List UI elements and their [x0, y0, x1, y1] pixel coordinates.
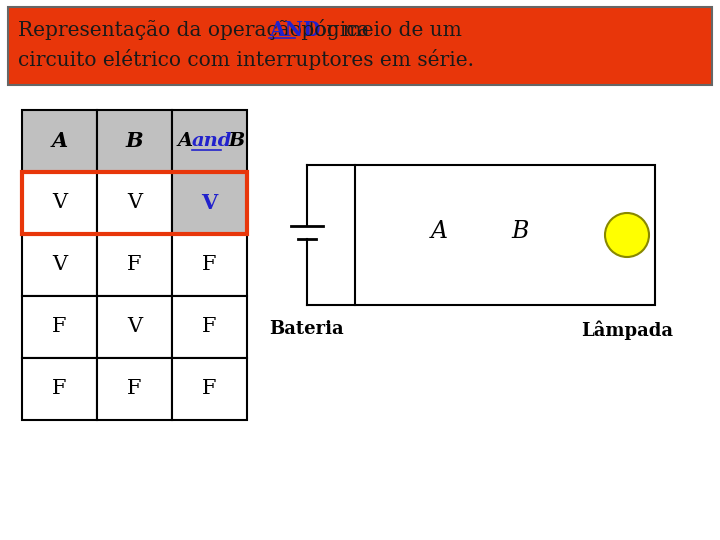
Text: V: V — [52, 193, 67, 213]
Text: F: F — [202, 380, 217, 399]
Bar — [172, 358, 247, 420]
Text: Bateria: Bateria — [270, 320, 344, 338]
Bar — [22, 296, 97, 358]
Text: A: A — [178, 132, 200, 150]
Bar — [355, 165, 655, 305]
Bar — [172, 172, 247, 234]
Bar — [172, 110, 247, 172]
Text: F: F — [202, 318, 217, 336]
Bar — [22, 234, 97, 296]
Text: V: V — [127, 318, 142, 336]
Bar — [97, 234, 172, 296]
Bar — [97, 358, 172, 420]
Bar — [97, 296, 172, 358]
Text: F: F — [127, 255, 142, 274]
Bar — [172, 234, 247, 296]
Bar — [22, 172, 97, 234]
Bar — [8, 7, 712, 85]
Text: B: B — [222, 132, 246, 150]
Bar — [22, 358, 97, 420]
Bar — [22, 172, 247, 234]
Text: F: F — [53, 380, 67, 399]
Bar — [172, 296, 247, 358]
Text: V: V — [127, 193, 142, 213]
Text: AND: AND — [269, 20, 320, 40]
Text: and: and — [192, 132, 233, 150]
Text: F: F — [127, 380, 142, 399]
Text: Representação da operação lógica: Representação da operação lógica — [18, 19, 376, 40]
Text: F: F — [53, 318, 67, 336]
Bar — [97, 172, 172, 234]
Circle shape — [605, 213, 649, 257]
Text: A: A — [51, 131, 68, 151]
Text: V: V — [202, 193, 217, 213]
Text: F: F — [202, 255, 217, 274]
Bar — [22, 110, 97, 172]
Text: Lâmpada: Lâmpada — [581, 320, 673, 340]
Text: A: A — [431, 219, 448, 242]
Bar — [97, 110, 172, 172]
Text: B: B — [126, 131, 143, 151]
Text: V: V — [52, 255, 67, 274]
Text: circuito elétrico com interruptores em série.: circuito elétrico com interruptores em s… — [18, 50, 474, 71]
Text: por meio de um: por meio de um — [295, 21, 462, 39]
Text: B: B — [511, 219, 528, 242]
